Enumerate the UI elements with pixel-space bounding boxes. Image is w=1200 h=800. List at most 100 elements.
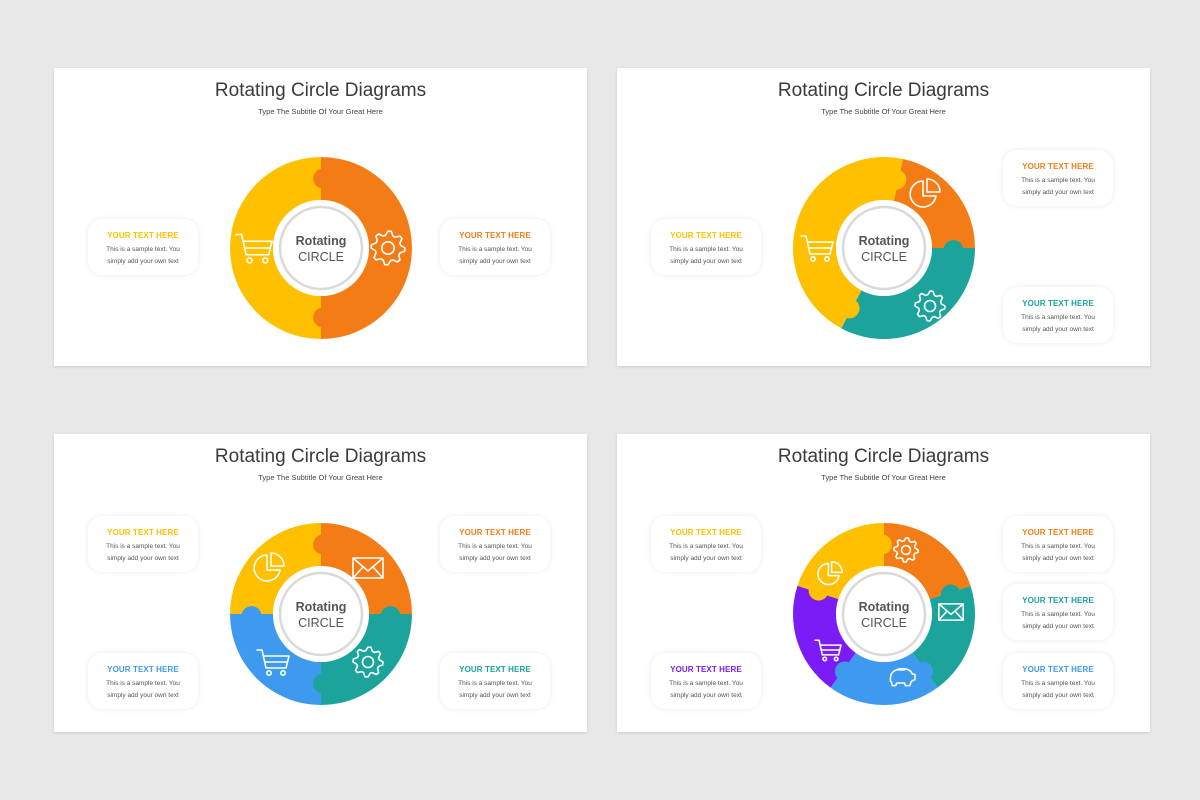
text-box-body: This is a sample text. You simply add you… bbox=[106, 543, 180, 562]
hub-title: Rotating bbox=[859, 234, 910, 248]
text-box-body: This is a sample text. You simply add you… bbox=[1021, 177, 1095, 196]
text-box-body: This is a sample text. You simply add you… bbox=[106, 246, 180, 265]
hub-circle bbox=[841, 205, 927, 291]
text-box-heading: YOUR TEXT HERE bbox=[1022, 665, 1094, 674]
text-box: YOUR TEXT HERE This is a sample text. Yo… bbox=[440, 219, 550, 275]
hub-subtitle: CIRCLE bbox=[861, 616, 907, 630]
gear-icon bbox=[893, 537, 919, 563]
text-box: YOUR TEXT HERE This is a sample text. Yo… bbox=[651, 516, 761, 572]
text-box: YOUR TEXT HERE This is a sample text. Yo… bbox=[88, 516, 198, 572]
circle-diagram: Rotating CIRCLE bbox=[792, 522, 976, 706]
puzzle-knob bbox=[808, 580, 829, 601]
hub-circle bbox=[278, 571, 364, 657]
text-box-body: This is a sample text. You simply add you… bbox=[669, 543, 743, 562]
puzzle-knob bbox=[380, 606, 401, 627]
text-box-heading: YOUR TEXT HERE bbox=[459, 665, 531, 674]
piggy-bank-icon bbox=[889, 667, 916, 687]
text-box: YOUR TEXT HERE This is a sample text. Yo… bbox=[1003, 516, 1113, 572]
text-box-heading: YOUR TEXT HERE bbox=[670, 231, 742, 240]
text-box-heading: YOUR TEXT HERE bbox=[1022, 596, 1094, 605]
puzzle-knob bbox=[313, 673, 334, 694]
text-box-heading: YOUR TEXT HERE bbox=[107, 665, 179, 674]
text-box: YOUR TEXT HERE This is a sample text. Yo… bbox=[88, 653, 198, 709]
text-box-body: This is a sample text. You simply add you… bbox=[1021, 314, 1095, 333]
segment-orange bbox=[884, 523, 971, 600]
text-box: YOUR TEXT HERE This is a sample text. Yo… bbox=[651, 219, 761, 275]
shopping-cart-icon bbox=[800, 235, 834, 263]
text-box-heading: YOUR TEXT HERE bbox=[1022, 162, 1094, 171]
text-box-body: This is a sample text. You simply add you… bbox=[669, 680, 743, 699]
circle-diagram: Rotating CIRCLE bbox=[792, 156, 976, 340]
text-box: YOUR TEXT HERE This is a sample text. Yo… bbox=[1003, 287, 1113, 343]
puzzle-knob bbox=[913, 661, 934, 682]
puzzle-knob bbox=[834, 661, 855, 682]
text-box-heading: YOUR TEXT HERE bbox=[670, 528, 742, 537]
puzzle-knob bbox=[943, 240, 964, 261]
segment-orange bbox=[893, 158, 975, 248]
segment-purple bbox=[793, 585, 856, 688]
envelope-icon bbox=[352, 557, 384, 579]
hub-title: Rotating bbox=[296, 234, 347, 248]
segment-blue bbox=[830, 652, 938, 705]
gear-icon bbox=[370, 230, 406, 266]
segment-orange bbox=[321, 523, 412, 614]
slide-title: Rotating Circle Diagrams bbox=[214, 80, 427, 101]
text-box-body: This is a sample text. You simply add you… bbox=[669, 246, 743, 265]
slide-five-segment: Rotating Circle Diagrams Type The Subtit… bbox=[617, 434, 1150, 732]
puzzle-knob bbox=[313, 307, 334, 328]
text-box: YOUR TEXT HERE This is a sample text. Yo… bbox=[651, 653, 761, 709]
segment-yellow bbox=[792, 156, 903, 329]
slide-three-segment: Rotating Circle Diagrams Type The Subtit… bbox=[617, 68, 1150, 366]
pie-chart-icon bbox=[817, 561, 843, 586]
text-box-body: This is a sample text. You simply add you… bbox=[1021, 611, 1095, 630]
text-box-heading: YOUR TEXT HERE bbox=[107, 528, 179, 537]
slide-two-segment: Rotating Circle Diagrams Type The Subtit… bbox=[54, 68, 587, 366]
text-box-heading: YOUR TEXT HERE bbox=[670, 665, 742, 674]
text-box-body: This is a sample text. You simply add you… bbox=[458, 543, 532, 562]
puzzle-knob bbox=[940, 584, 961, 605]
slide-title: Rotating Circle Diagrams bbox=[214, 446, 427, 467]
gear-icon bbox=[914, 290, 946, 322]
circle-diagram: Rotating CIRCLE bbox=[229, 522, 413, 706]
text-box: YOUR TEXT HERE This is a sample text. Yo… bbox=[440, 653, 550, 709]
circle-diagram: Rotating CIRCLE bbox=[229, 156, 413, 340]
slide-subtitle: Type The Subtitle Of Your Great Here bbox=[821, 107, 946, 116]
shopping-cart-icon bbox=[235, 233, 273, 264]
text-box-body: This is a sample text. You simply add you… bbox=[458, 680, 532, 699]
text-box: YOUR TEXT HERE This is a sample text. Yo… bbox=[1003, 584, 1113, 640]
segment-orange bbox=[321, 157, 412, 339]
pie-chart-icon bbox=[253, 552, 285, 582]
segment-teal bbox=[912, 585, 975, 688]
hub-subtitle: CIRCLE bbox=[861, 250, 907, 264]
slide-title: Rotating Circle Diagrams bbox=[777, 446, 990, 467]
segment-yellow bbox=[230, 157, 321, 339]
text-box: YOUR TEXT HERE This is a sample text. Yo… bbox=[1003, 150, 1113, 206]
segment-teal bbox=[321, 614, 412, 705]
text-box: YOUR TEXT HERE This is a sample text. Yo… bbox=[1003, 653, 1113, 709]
segment-blue bbox=[230, 614, 321, 705]
text-box-heading: YOUR TEXT HERE bbox=[107, 231, 179, 240]
text-box-body: This is a sample text. You simply add you… bbox=[458, 246, 532, 265]
text-box-heading: YOUR TEXT HERE bbox=[1022, 528, 1094, 537]
slide-subtitle: Type The Subtitle Of Your Great Here bbox=[821, 473, 946, 482]
shopping-cart-icon bbox=[256, 649, 290, 677]
puzzle-knob bbox=[839, 298, 860, 319]
envelope-icon bbox=[938, 603, 964, 621]
text-box: YOUR TEXT HERE This is a sample text. Yo… bbox=[88, 219, 198, 275]
puzzle-knob bbox=[871, 534, 892, 555]
hub-title: Rotating bbox=[859, 600, 910, 614]
gear-icon bbox=[352, 646, 384, 678]
hub-title: Rotating bbox=[296, 600, 347, 614]
text-box-heading: YOUR TEXT HERE bbox=[459, 528, 531, 537]
segment-yellow bbox=[230, 523, 321, 614]
slide-four-segment: Rotating Circle Diagrams Type The Subtit… bbox=[54, 434, 587, 732]
puzzle-knob bbox=[241, 606, 262, 627]
text-box-body: This is a sample text. You simply add you… bbox=[1021, 680, 1095, 699]
text-box-body: This is a sample text. You simply add you… bbox=[1021, 543, 1095, 562]
hub-subtitle: CIRCLE bbox=[298, 250, 344, 264]
text-box: YOUR TEXT HERE This is a sample text. Yo… bbox=[440, 516, 550, 572]
slide-subtitle: Type The Subtitle Of Your Great Here bbox=[258, 107, 383, 116]
segment-teal bbox=[841, 248, 975, 339]
puzzle-knob bbox=[886, 169, 907, 190]
hub-subtitle: CIRCLE bbox=[298, 616, 344, 630]
